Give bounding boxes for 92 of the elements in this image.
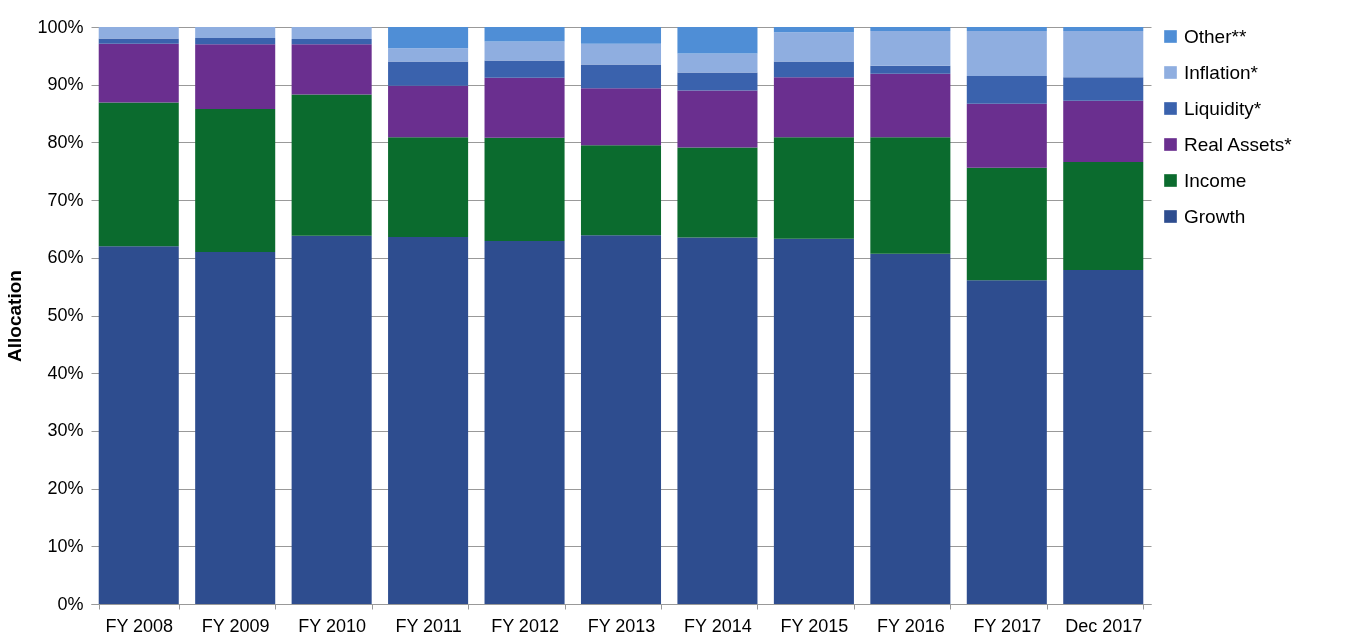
- y-tick-label: 20%: [47, 478, 84, 499]
- y-tick-label: 0%: [57, 593, 84, 614]
- bar: [966, 76, 1047, 104]
- bar: [677, 27, 758, 54]
- bar: [1063, 162, 1144, 270]
- y-tick-label: 70%: [47, 189, 84, 210]
- bar: [966, 27, 1047, 32]
- bar: [291, 27, 372, 40]
- y-tick-label: 90%: [47, 74, 84, 95]
- bar: [291, 94, 372, 236]
- bar: [677, 53, 758, 73]
- x-tick-label: FY 2010: [298, 615, 367, 636]
- bar: [98, 102, 179, 247]
- bar: [773, 27, 854, 33]
- bar: [773, 137, 854, 239]
- bar: [773, 238, 854, 604]
- bar: [870, 253, 951, 604]
- bar: [677, 147, 758, 238]
- bar: [291, 44, 372, 95]
- bar: [291, 39, 372, 45]
- bar: [195, 27, 276, 38]
- x-tick-label: FY 2014: [684, 615, 752, 636]
- bar: [773, 32, 854, 62]
- bar: [966, 280, 1047, 604]
- bar: [870, 73, 951, 138]
- bar: [388, 137, 469, 238]
- x-tick-label: FY 2009: [201, 615, 270, 636]
- x-tick-label: Dec 2017: [1065, 615, 1143, 636]
- x-tick-label: FY 2017: [973, 615, 1042, 636]
- bar: [1063, 77, 1144, 101]
- bar: [484, 77, 565, 138]
- bar: [291, 235, 372, 604]
- bar: [677, 72, 758, 91]
- legend-label: Inflation*: [1184, 61, 1259, 83]
- bar: [388, 61, 469, 86]
- x-tick-label: FY 2013: [587, 615, 656, 636]
- bar: [195, 44, 276, 109]
- bar: [195, 108, 276, 253]
- bar: [870, 65, 951, 74]
- bar: [966, 167, 1047, 281]
- bar: [1063, 31, 1144, 78]
- bar: [580, 145, 662, 236]
- y-tick-label: 60%: [47, 247, 84, 268]
- bar: [966, 103, 1047, 168]
- x-tick-label: FY 2015: [780, 615, 849, 636]
- bar: [870, 31, 951, 66]
- legend-label: Income: [1184, 169, 1247, 191]
- bar: [580, 64, 662, 89]
- bar: [98, 246, 179, 604]
- legend-label: Other**: [1184, 25, 1247, 47]
- bar: [1063, 269, 1144, 604]
- bar: [580, 27, 662, 44]
- bar: [870, 137, 951, 254]
- bar: [195, 37, 276, 45]
- bar: [773, 61, 854, 78]
- bar: [98, 38, 179, 44]
- bar: [388, 27, 469, 49]
- y-tick-label: 50%: [47, 305, 84, 325]
- legend-label: Liquidity*: [1184, 97, 1262, 119]
- y-axis-title: Allocation: [4, 270, 26, 362]
- bar: [870, 27, 951, 32]
- y-tick-label: 100%: [37, 16, 84, 37]
- bar: [195, 252, 276, 604]
- bar: [388, 85, 469, 138]
- bar: [388, 48, 469, 62]
- bar: [484, 137, 565, 242]
- bar: [580, 88, 662, 146]
- bar: [773, 77, 854, 138]
- bar: [1063, 27, 1144, 32]
- bar: [98, 27, 179, 39]
- x-tick-label: FY 2016: [876, 615, 945, 636]
- bar: [484, 41, 565, 61]
- bar: [484, 27, 565, 42]
- bar: [966, 31, 1047, 77]
- x-tick-label: FY 2011: [395, 615, 462, 636]
- bar: [1063, 100, 1144, 163]
- bar: [484, 60, 565, 78]
- x-tick-label: FY 2008: [105, 615, 174, 636]
- y-tick-label: 40%: [47, 362, 84, 383]
- legend-label: Growth: [1184, 205, 1246, 227]
- bar: [580, 43, 662, 65]
- bar: [484, 241, 565, 604]
- bar: [677, 237, 758, 604]
- bar: [98, 43, 179, 103]
- y-tick-label: 80%: [47, 131, 84, 152]
- bar: [580, 235, 662, 604]
- y-tick-label: 30%: [47, 420, 84, 441]
- bar: [388, 237, 469, 604]
- y-tick-label: 10%: [47, 535, 84, 556]
- x-tick-label: FY 2012: [491, 615, 559, 636]
- bar: [677, 90, 758, 148]
- legend-label: Real Assets*: [1184, 133, 1293, 155]
